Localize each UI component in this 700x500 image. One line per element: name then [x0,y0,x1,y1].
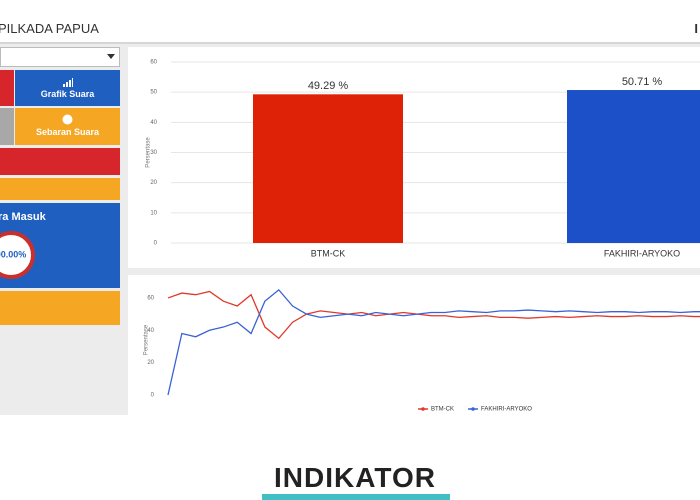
bar [567,90,700,243]
y-axis-title: Persentase [146,137,152,168]
select-arrow [107,54,115,59]
y-tick-label: 20 [150,180,157,186]
donut-label: 00.00% [0,249,26,259]
y-tick-label: 40 [150,120,157,126]
tile-sebaran[interactable]: Sebaran Suara [15,108,120,145]
bar-chart: 0 10 20 30 40 50 60 Persentase 49.29 % BTM-CK 50.7… [128,47,700,268]
header-title: PILKADA PAPUA [0,21,99,36]
tile[interactable] [0,70,14,106]
legend-dot [471,407,475,411]
tile-label: Sebaran Suara [35,127,100,137]
red-bar [0,148,120,175]
panel-title: ra Masuk [0,211,46,223]
legend-dot [421,407,425,411]
tile-grafik[interactable]: Grafik Suara [15,70,120,106]
pin-icon [62,114,73,125]
y-tick-label: 20 [147,360,154,366]
legend-label: BTM-CK [431,407,454,413]
y-axis-title: Persentase [144,324,150,355]
orange-panel [0,291,120,325]
tile-label: Grafik Suara [40,89,95,99]
line-chart: 0 20 40 60 Persentase BTM-CK FAKHIRI-ARYOKO [128,275,700,415]
y-tick-label: 0 [151,393,155,399]
suara-masuk-panel: ra Masuk 00.00% [0,203,120,288]
y-tick-label: 40 [147,328,154,334]
y-tick-label: 10 [150,210,157,216]
x-tick-label: BTM-CK [311,248,346,258]
y-tick-label: 50 [150,90,157,96]
y-tick-label: 60 [147,296,154,302]
header-right: I [694,21,698,36]
tile[interactable] [0,108,14,145]
value-label: 49.29 % [308,80,349,92]
donut: 00.00% [0,231,35,279]
x-tick-label: FAKHIRI-ARYOKO [604,248,680,258]
y-tick-label: 0 [154,241,158,247]
y-tick-label: 60 [150,60,157,66]
logo: INDIKATOR [274,462,436,493]
y-tick-label: 30 [150,150,157,156]
chart-icon [62,78,73,87]
line-series [167,288,700,396]
logo-bar [262,494,450,500]
header: PILKADA PAPUA I [0,0,700,44]
value-label: 50.71 % [622,76,663,88]
bar [253,94,403,243]
legend-label: FAKHIRI-ARYOKO [481,407,532,413]
region-select[interactable] [0,47,120,67]
line-series [167,290,700,340]
orange-bar [0,178,120,200]
